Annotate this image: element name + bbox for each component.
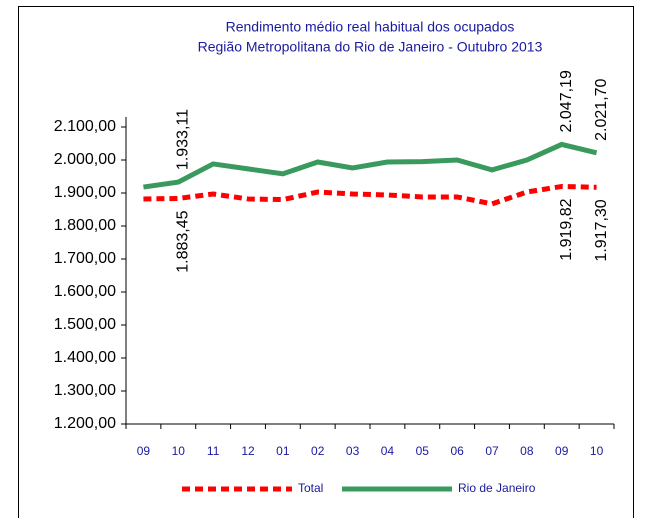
- x-tick-label: 02: [311, 444, 325, 458]
- data-label: 1.917,30: [593, 199, 610, 261]
- data-label: 1.933,11: [175, 109, 192, 170]
- y-tick-label: 1.400,00: [54, 349, 116, 366]
- y-tick-label: 2.100,00: [54, 118, 116, 135]
- x-tick-label: 04: [381, 444, 395, 458]
- y-tick-label: 1.200,00: [54, 415, 116, 432]
- x-tick-label: 10: [590, 444, 604, 458]
- y-tick-label: 1.700,00: [54, 250, 116, 267]
- x-tick-label: 05: [416, 444, 430, 458]
- x-tick-label: 08: [520, 444, 534, 458]
- data-label: 2.047,19: [558, 70, 575, 132]
- chart-subtitle: Região Metropolitana do Rio de Janeiro -…: [198, 39, 543, 55]
- chart-frame: [18, 6, 634, 523]
- y-tick-label: 1.500,00: [54, 316, 116, 333]
- series-line: [143, 183, 597, 207]
- x-tick-label: 12: [241, 444, 255, 458]
- y-tick-label: 1.600,00: [54, 283, 116, 300]
- data-label: 1.919,82: [558, 198, 575, 260]
- x-tick-label: 09: [137, 444, 151, 458]
- data-label: 1.883,45: [175, 210, 192, 272]
- series-line: [143, 141, 598, 190]
- x-tick-label: 10: [172, 444, 186, 458]
- x-tick-label: 03: [346, 444, 360, 458]
- y-tick-label: 1.900,00: [54, 184, 116, 201]
- legend-label: Total: [298, 481, 323, 495]
- legend-label: Rio de Janeiro: [458, 481, 536, 495]
- x-tick-label: 06: [450, 444, 464, 458]
- data-label: 2.021,70: [593, 78, 610, 140]
- y-tick-label: 1.300,00: [54, 382, 116, 399]
- chart-title: Rendimento médio real habitual dos ocupa…: [226, 19, 515, 35]
- y-tick-label: 1.800,00: [54, 217, 116, 234]
- x-tick-label: 09: [555, 444, 569, 458]
- y-tick-label: 2.000,00: [54, 151, 116, 168]
- x-tick-label: 11: [207, 444, 220, 458]
- x-tick-label: 07: [485, 444, 499, 458]
- x-tick-label: 01: [276, 444, 290, 458]
